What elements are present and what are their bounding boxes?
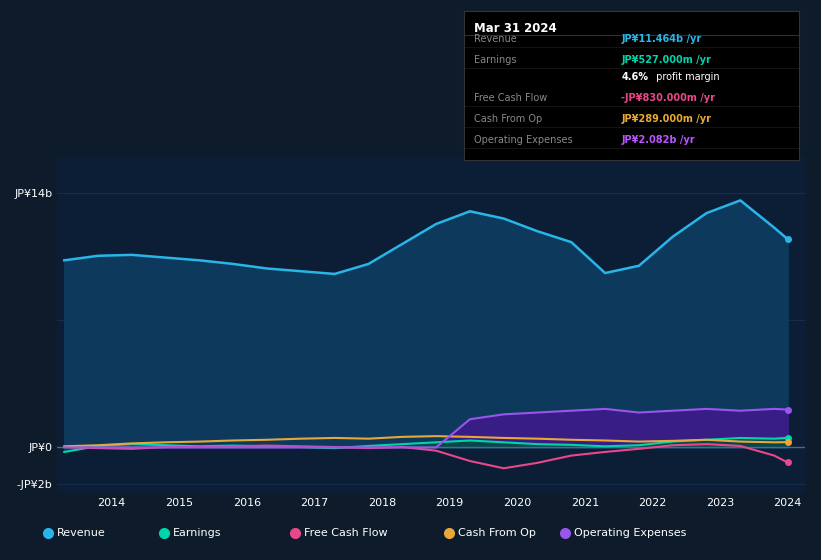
Text: Revenue: Revenue [57, 529, 106, 538]
Text: Cash From Op: Cash From Op [458, 529, 536, 538]
Text: 4.6%: 4.6% [621, 72, 649, 82]
Text: JP¥11.464b /yr: JP¥11.464b /yr [621, 34, 702, 44]
Text: profit margin: profit margin [654, 72, 720, 82]
Text: Earnings: Earnings [474, 55, 516, 64]
Text: Cash From Op: Cash From Op [474, 114, 542, 124]
Text: Free Cash Flow: Free Cash Flow [474, 93, 547, 103]
Text: -JP¥830.000m /yr: -JP¥830.000m /yr [621, 93, 715, 103]
Text: JP¥2.082b /yr: JP¥2.082b /yr [621, 135, 695, 145]
Text: Operating Expenses: Operating Expenses [574, 529, 686, 538]
Text: Operating Expenses: Operating Expenses [474, 135, 572, 145]
Text: Mar 31 2024: Mar 31 2024 [474, 22, 557, 35]
Text: JP¥527.000m /yr: JP¥527.000m /yr [621, 55, 711, 64]
Text: Earnings: Earnings [172, 529, 222, 538]
Text: Revenue: Revenue [474, 34, 516, 44]
Text: Free Cash Flow: Free Cash Flow [304, 529, 388, 538]
Text: JP¥289.000m /yr: JP¥289.000m /yr [621, 114, 711, 124]
